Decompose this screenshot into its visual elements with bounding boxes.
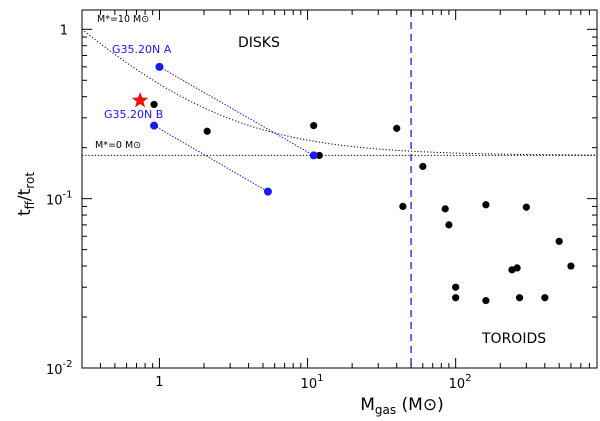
label-mstar-10: M*=10 M⊙ bbox=[97, 14, 149, 25]
black-point-8 bbox=[445, 221, 453, 229]
label-g3520n-b: G35.20N B bbox=[104, 108, 163, 121]
blue-link-line-0 bbox=[159, 66, 314, 156]
toroids-label: TOROIDS bbox=[481, 331, 546, 347]
blue-link-line-1 bbox=[153, 125, 269, 193]
black-point-19 bbox=[567, 262, 575, 270]
black-point-5 bbox=[399, 202, 407, 210]
blue-point-2 bbox=[150, 121, 159, 130]
black-point-18 bbox=[555, 237, 563, 245]
x-tick-label: 102 bbox=[449, 373, 472, 392]
x-axis-title: Mgas (M⊙) bbox=[360, 395, 444, 417]
y-tick-label: 10-1 bbox=[46, 190, 73, 209]
black-point-1 bbox=[203, 127, 211, 135]
label-g3520n-a: G35.20N A bbox=[112, 43, 172, 56]
black-point-2 bbox=[310, 121, 318, 130]
labels-layer: 1 101 102 1 10-1 10-2 Mgas (M⊙) tff/trot DISKS TO… bbox=[15, 14, 546, 417]
blue-point-3 bbox=[263, 187, 272, 196]
x-tick-label: 101 bbox=[301, 373, 324, 392]
black-point-11 bbox=[482, 201, 490, 209]
black-point-10 bbox=[452, 294, 460, 302]
curves-layer bbox=[82, 10, 597, 368]
black-point-3 bbox=[315, 151, 323, 160]
curve-mstar-10 bbox=[82, 28, 597, 156]
label-mstar-0: M*=0 M⊙ bbox=[95, 140, 141, 151]
blue-point-1 bbox=[309, 151, 318, 160]
black-point-17 bbox=[541, 294, 549, 302]
black-point-12 bbox=[482, 297, 490, 305]
y-tick-label: 10-2 bbox=[46, 359, 73, 378]
star-marker bbox=[131, 91, 149, 108]
black-point-9 bbox=[452, 283, 460, 291]
black-point-6 bbox=[419, 162, 427, 171]
black-point-0 bbox=[150, 100, 158, 109]
axes-layer bbox=[81, 9, 598, 369]
blue-point-0 bbox=[155, 62, 164, 71]
plot-frame bbox=[81, 9, 598, 369]
x-tick-label: 1 bbox=[155, 375, 163, 390]
y-axis-title: tff/trot bbox=[15, 172, 37, 216]
y-tick-label: 1 bbox=[60, 23, 68, 38]
black-point-7 bbox=[441, 205, 449, 213]
black-point-14 bbox=[513, 264, 521, 272]
disks-label: DISKS bbox=[238, 35, 280, 51]
black-point-16 bbox=[522, 203, 530, 211]
black-point-15 bbox=[515, 294, 524, 302]
points-layer bbox=[131, 62, 575, 305]
black-point-4 bbox=[393, 124, 401, 132]
